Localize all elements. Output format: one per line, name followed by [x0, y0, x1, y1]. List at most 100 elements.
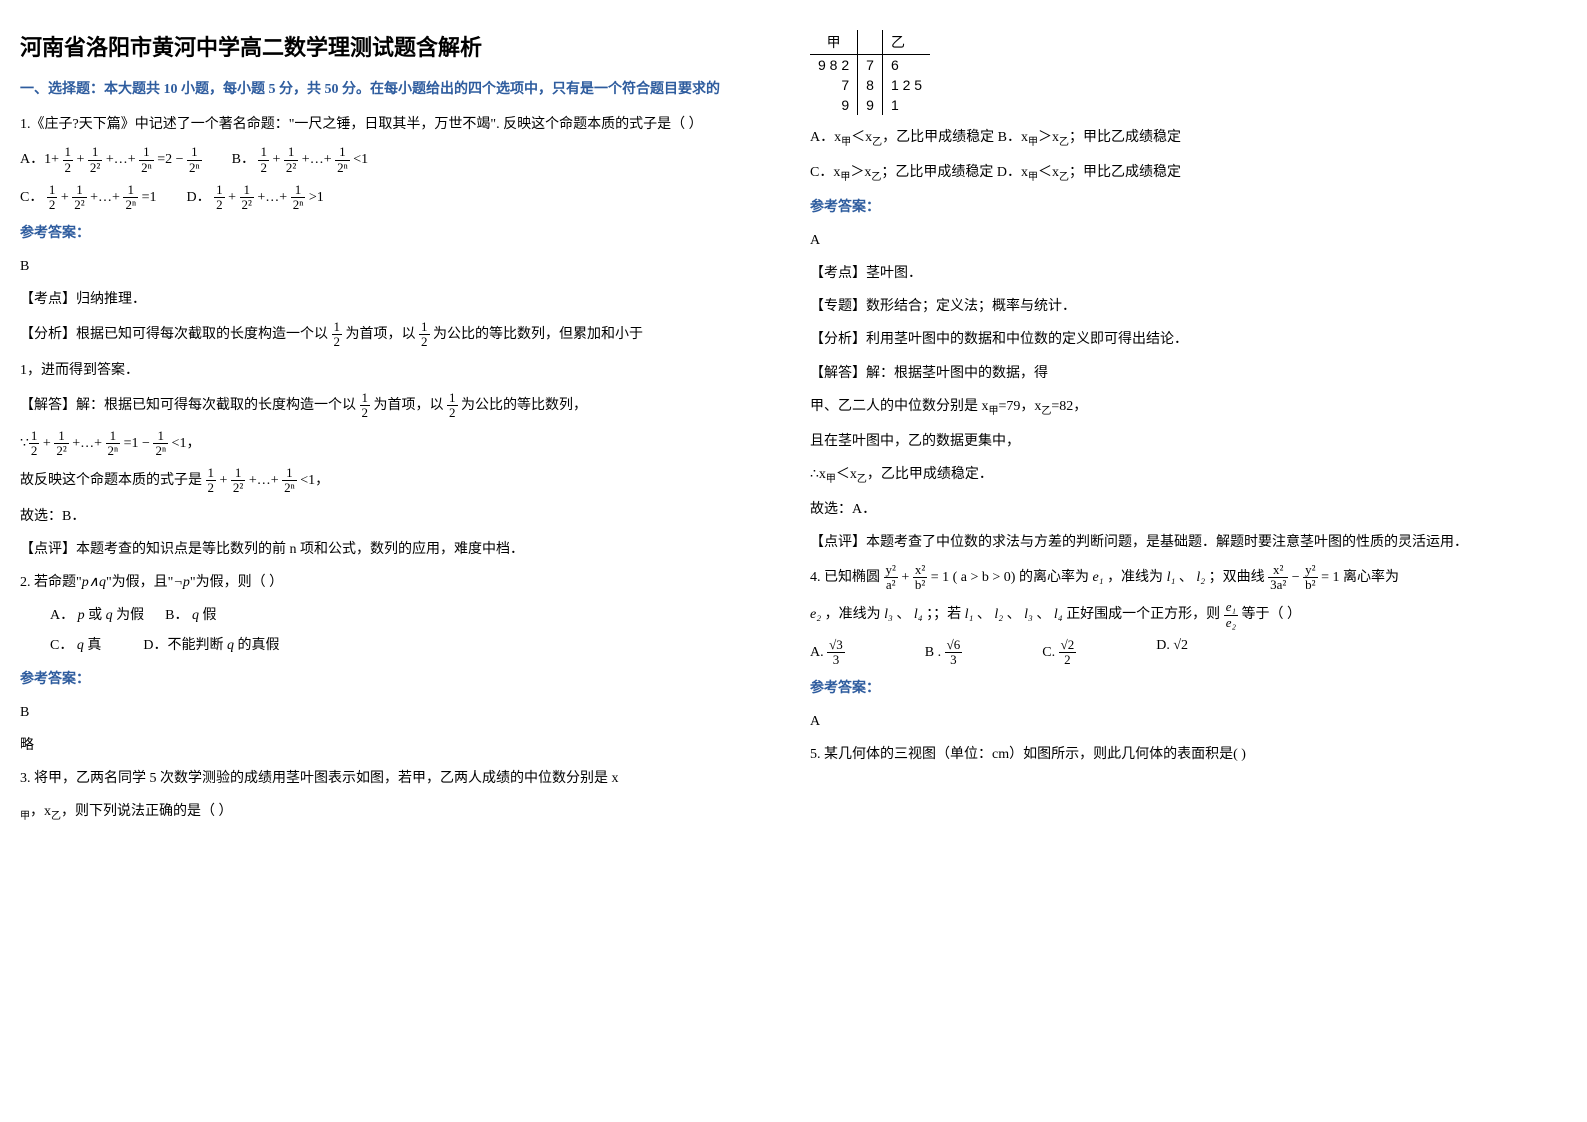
- optB-suf: ；甲比乙成绩稳定: [1069, 130, 1181, 145]
- plus: +: [43, 436, 51, 451]
- q3-t1: 3. 将甲，乙两名同学 5 次数学测验的成绩用茎叶图表示如图，若甲，乙两人成绩的…: [20, 771, 619, 786]
- den: 2ⁿ: [291, 198, 306, 212]
- solve-label: 【解答】: [20, 398, 76, 413]
- l4a: ∴x: [810, 467, 826, 482]
- q3-answer: A: [810, 228, 1560, 253]
- eq: = 1: [931, 570, 949, 585]
- num: √2: [1059, 638, 1077, 653]
- den: 2²: [88, 161, 102, 175]
- q3-solve: 【解答】解：根据茎叶图中的数据，得: [810, 361, 1560, 386]
- den: 3: [827, 653, 845, 667]
- den: 2²: [231, 481, 245, 495]
- den: 2: [447, 406, 458, 420]
- q4-answer: A: [810, 709, 1560, 734]
- sub: 甲: [826, 474, 836, 485]
- optA-mid: ＜x: [851, 130, 872, 145]
- num: x²: [913, 563, 927, 578]
- q1-sum: ∵12 + 12² +…+ 12ⁿ =1 − 12ⁿ <1，: [20, 429, 770, 459]
- optA-prefix: A．1+: [20, 152, 59, 167]
- frac: 12ⁿ: [139, 145, 154, 175]
- num: √6: [945, 638, 963, 653]
- q2-t3: "为假，则（ ）: [190, 575, 283, 590]
- num: 1: [447, 391, 458, 406]
- point-label: 【考点】: [810, 266, 866, 281]
- header-stem: [858, 30, 883, 55]
- den: 2ⁿ: [139, 161, 154, 175]
- frac: 12²: [72, 183, 86, 213]
- comment-label: 【点评】: [810, 535, 866, 550]
- optB-mid: ＞x: [1038, 130, 1059, 145]
- frac: 12ⁿ: [106, 429, 121, 459]
- analysis-label: 【分析】: [20, 327, 76, 342]
- den: 2: [214, 198, 225, 212]
- optB-suf: 假: [202, 608, 216, 623]
- yi-row2: 1 2 5: [882, 75, 930, 95]
- den: 2²: [240, 198, 254, 212]
- optC-suf: ；乙比甲成绩稳定: [881, 165, 993, 180]
- frac: 12: [63, 145, 74, 175]
- analysis-t1: 根据已知可得每次截取的长度构造一个以: [76, 327, 328, 342]
- q3-comment: 【点评】本题考查了中位数的求法与方差的判断问题，是基础题．解题时要注意茎叶图的性…: [810, 530, 1560, 555]
- num: 1: [187, 145, 202, 160]
- num: e₁: [1226, 599, 1236, 614]
- q4-optA: A. √33: [810, 638, 845, 668]
- q1-options-row2: C． 12 + 12² +…+ 12ⁿ =1 D． 12 + 12² +…+ 1…: [20, 183, 770, 213]
- l2h: 等于（ ）: [1241, 607, 1301, 622]
- dots: +…+: [257, 190, 287, 205]
- q1-optD: D． 12 + 12² +…+ 12ⁿ >1: [186, 183, 323, 213]
- num: 1: [29, 429, 40, 444]
- den: b²: [1303, 578, 1317, 592]
- plus: +: [220, 473, 228, 488]
- solve-t3: 为公比的等比数列，: [461, 398, 587, 413]
- den: 2: [1059, 653, 1077, 667]
- q3-solve-line4: ∴x甲＜x乙，乙比甲成绩稳定．: [810, 462, 1560, 489]
- plus: +: [272, 152, 280, 167]
- optB-suffix: <1: [353, 152, 368, 167]
- q4-t6: 离心率为: [1343, 570, 1399, 585]
- optD-suffix: >1: [309, 190, 324, 205]
- frac: 12: [419, 320, 430, 350]
- header-yi: 乙: [882, 30, 930, 55]
- sub: 乙: [871, 172, 881, 183]
- dots: +…+: [90, 190, 120, 205]
- q1-choose: 故选：B．: [20, 504, 770, 529]
- q1-optB: B． 12 + 12² +…+ 12ⁿ <1: [232, 145, 368, 175]
- plus: +: [901, 570, 909, 585]
- frac: 12ⁿ: [282, 466, 297, 496]
- frac: 12: [214, 183, 225, 213]
- reflect-text: 故反映这个命题本质的式子是: [20, 473, 202, 488]
- num: 1: [291, 183, 306, 198]
- num: 1: [63, 145, 74, 160]
- q3-solve-line2: 甲、乙二人的中位数分别是 x甲=79，x乙=82，: [810, 394, 1560, 421]
- l2b: 、: [896, 607, 910, 622]
- q3-text-cont: 甲，x乙，则下列说法正确的是（ ）: [20, 799, 770, 826]
- q3-text: 3. 将甲，乙两名同学 5 次数学测验的成绩用茎叶图表示如图，若甲，乙两人成绩的…: [20, 766, 770, 791]
- q4-optC: C. √22: [1042, 638, 1076, 668]
- comment-text: 本题考查了中位数的求法与方差的判断问题，是基础题．解题时要注意茎叶图的性质的灵活…: [866, 535, 1468, 550]
- frac: x²b²: [913, 563, 927, 593]
- sub: 甲: [1028, 172, 1038, 183]
- frac: e₁e₂: [1224, 600, 1238, 630]
- q1-optC: C． 12 + 12² +…+ 12ⁿ =1: [20, 183, 156, 213]
- q2-t2: "为假，且": [106, 575, 173, 590]
- den: e₂: [1226, 615, 1236, 630]
- num: 1: [360, 391, 371, 406]
- answer-label: 参考答案：: [20, 221, 770, 246]
- q4-line2: e₂ ，准线为 l₃ 、 l₄ ；；若 l₁ 、 l₂ 、 l₃ 、 l₄ 正好…: [810, 600, 1560, 630]
- frac: √63: [945, 638, 963, 668]
- q2-t1: 2. 若命题": [20, 575, 82, 590]
- optB-pre: B .: [925, 645, 941, 660]
- point-text: 归纳推理．: [76, 292, 146, 307]
- l4: l₄: [914, 607, 923, 622]
- sub: 乙: [857, 474, 867, 485]
- sub-yi: 乙: [51, 811, 61, 822]
- optA-suf: ，乙比甲成绩稳定: [882, 130, 994, 145]
- frac: 12: [47, 183, 58, 213]
- q1-comment: 【点评】本题考查的知识点是等比数列的前 n 项和公式，数列的应用，难度中档．: [20, 537, 770, 562]
- den: 2: [29, 444, 40, 458]
- optC-mid: ＞x: [850, 165, 871, 180]
- num: 1: [139, 145, 154, 160]
- jia-row3: 9: [810, 95, 858, 115]
- num: y²: [1303, 563, 1317, 578]
- frac: √22: [1059, 638, 1077, 668]
